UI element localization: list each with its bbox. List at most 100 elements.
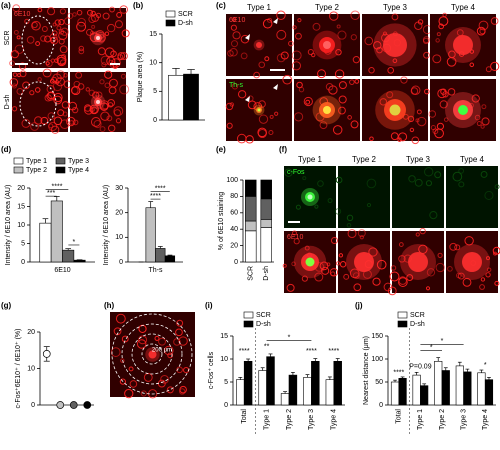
bar	[390, 381, 400, 406]
cell	[398, 242, 404, 247]
cell	[406, 274, 414, 282]
x-tick-label: Type 2	[286, 409, 293, 430]
cell	[227, 50, 234, 57]
bar	[484, 379, 494, 406]
y-tick-label: 10	[115, 234, 123, 241]
y-tick-label: 0	[119, 259, 123, 266]
cell	[22, 81, 30, 90]
cell	[314, 204, 319, 209]
bar	[73, 259, 86, 263]
bar-segment	[260, 179, 272, 200]
cell	[12, 72, 18, 77]
legend-label: D-sh	[256, 321, 271, 328]
cell	[229, 47, 238, 57]
cell	[68, 101, 77, 111]
cell	[90, 107, 95, 112]
cell	[225, 102, 234, 111]
x-tick-label: Total	[396, 409, 403, 424]
cell	[317, 69, 326, 79]
significance-label: *	[73, 239, 76, 246]
cell	[458, 168, 465, 174]
panel-label: (c)	[216, 1, 226, 10]
legend-swatch	[243, 320, 254, 328]
y-axis-label: c-Fos⁺6E10⁺ / 6E10⁺ (%)	[15, 329, 22, 409]
cell	[226, 122, 233, 129]
bar	[420, 385, 429, 406]
cell	[422, 37, 430, 45]
cell	[59, 45, 68, 54]
column-label: Type 4	[460, 155, 485, 164]
cell	[276, 10, 286, 21]
cell	[350, 10, 360, 21]
cell	[42, 68, 52, 78]
cell	[476, 121, 482, 127]
cell	[46, 84, 55, 94]
x-tick-label: Type 3	[308, 409, 315, 430]
error-bar	[53, 196, 60, 201]
stain-label: 6E10	[287, 234, 303, 241]
y-tick-label: 15	[149, 31, 157, 38]
cell	[419, 227, 426, 235]
cell	[104, 82, 111, 89]
y-tick-label: 50	[375, 379, 383, 386]
cell	[229, 102, 235, 107]
cell	[338, 253, 344, 258]
cell	[447, 88, 456, 96]
error-bar	[436, 357, 441, 362]
cell	[338, 95, 347, 104]
cell	[390, 265, 397, 271]
cell	[110, 347, 121, 357]
y-tick-label: 5	[224, 379, 228, 386]
cell	[21, 119, 31, 128]
cell	[447, 266, 453, 272]
plaque-core	[96, 100, 100, 104]
cell	[434, 171, 442, 179]
cell	[12, 4, 21, 12]
error-bar	[290, 371, 295, 376]
y-axis-label: Plaque area (%)	[137, 52, 144, 103]
distance-ring	[131, 333, 173, 375]
cell	[267, 17, 273, 23]
cell	[78, 48, 85, 55]
cell	[302, 176, 307, 181]
error-bar	[457, 361, 462, 366]
cell	[307, 48, 314, 56]
error-bar	[238, 377, 243, 380]
cell	[119, 5, 128, 14]
cell	[359, 235, 364, 240]
y-axis-label: Intensity / 6E10 area (AU)	[5, 185, 12, 266]
cell	[102, 12, 110, 20]
x-tick-label: Type 1	[263, 409, 270, 430]
cell	[486, 267, 492, 273]
cell	[490, 17, 499, 25]
cell	[301, 275, 308, 282]
legend-swatch	[165, 10, 176, 18]
cell	[364, 36, 374, 46]
cell	[476, 26, 486, 36]
cell	[480, 277, 486, 282]
cell	[330, 236, 339, 245]
panel-label: (h)	[104, 301, 115, 310]
cell	[60, 27, 69, 36]
cell	[423, 51, 430, 59]
y-tick-label: 100	[226, 177, 238, 184]
cell	[69, 120, 74, 125]
cell	[9, 78, 19, 87]
region-outline	[21, 15, 55, 65]
cell	[258, 61, 266, 69]
cell	[435, 38, 440, 43]
legend-label: D-sh	[178, 20, 193, 27]
cell	[136, 339, 147, 349]
bar	[311, 360, 320, 406]
cell	[436, 32, 441, 37]
cell	[17, 73, 22, 78]
bar	[39, 222, 52, 263]
bar-segment	[260, 198, 272, 220]
cell	[314, 272, 324, 282]
cell	[437, 252, 443, 258]
cell	[176, 319, 184, 327]
cell	[18, 62, 27, 70]
cell	[268, 129, 274, 136]
error-bar	[268, 353, 273, 357]
y-axis-label: Nearest distance (μm)	[363, 336, 370, 405]
